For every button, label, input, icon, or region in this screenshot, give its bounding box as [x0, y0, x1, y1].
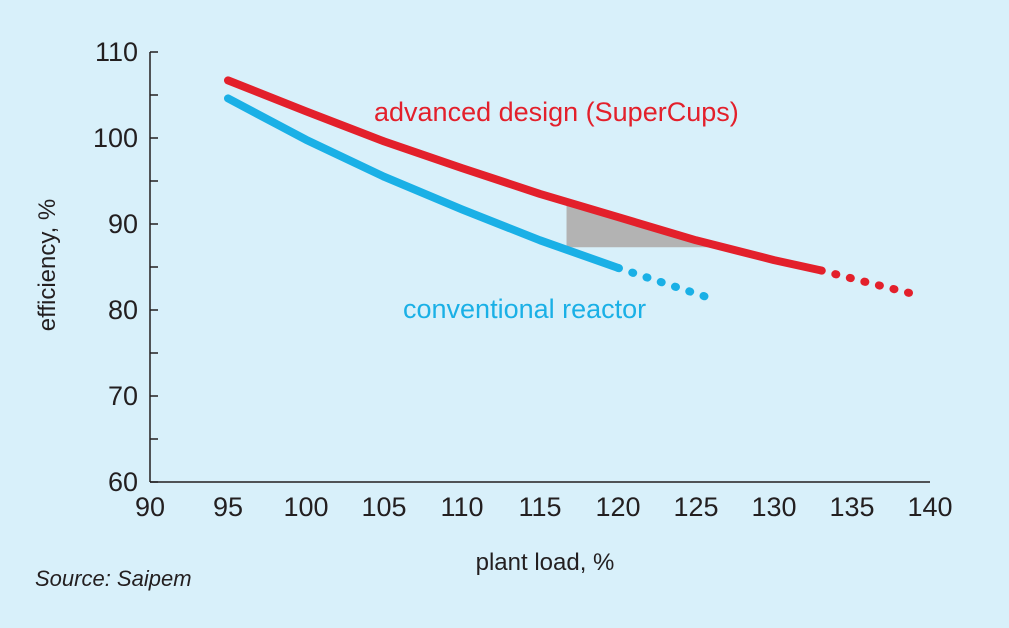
- x-axis-title: plant load, %: [476, 549, 615, 576]
- x-tick-label: 95: [213, 492, 243, 522]
- x-tick-label: 120: [595, 492, 640, 522]
- series-projection-advanced-design: [816, 266, 924, 300]
- y-tick-label: 60: [108, 467, 138, 497]
- series-projection-conventional-reactor: [614, 263, 711, 302]
- y-tick-label: 110: [95, 37, 138, 67]
- y-tick-label: 80: [108, 295, 138, 325]
- series-label-conventional-reactor: conventional reactor: [403, 294, 646, 324]
- x-tick-label: 100: [283, 492, 328, 522]
- y-tick-label: 100: [93, 123, 138, 153]
- series-line-advanced-design: [224, 76, 825, 275]
- x-tick-label: 90: [135, 492, 165, 522]
- x-tick-label: 110: [440, 492, 483, 522]
- x-tick-label: 115: [518, 492, 561, 522]
- series-line-conventional-reactor: [224, 94, 622, 272]
- x-tick-label: 140: [907, 492, 952, 522]
- y-tick-label: 70: [108, 381, 138, 411]
- source-note: Source: Saipem: [35, 566, 192, 591]
- y-axis-title: efficiency, %: [34, 199, 61, 332]
- y-tick-label: 90: [108, 209, 138, 239]
- x-tick-label: 135: [829, 492, 874, 522]
- x-tick-label: 105: [361, 492, 406, 522]
- x-tick-label: 130: [751, 492, 796, 522]
- x-tick-label: 125: [673, 492, 718, 522]
- series-label-advanced-design: advanced design (SuperCups): [374, 97, 739, 127]
